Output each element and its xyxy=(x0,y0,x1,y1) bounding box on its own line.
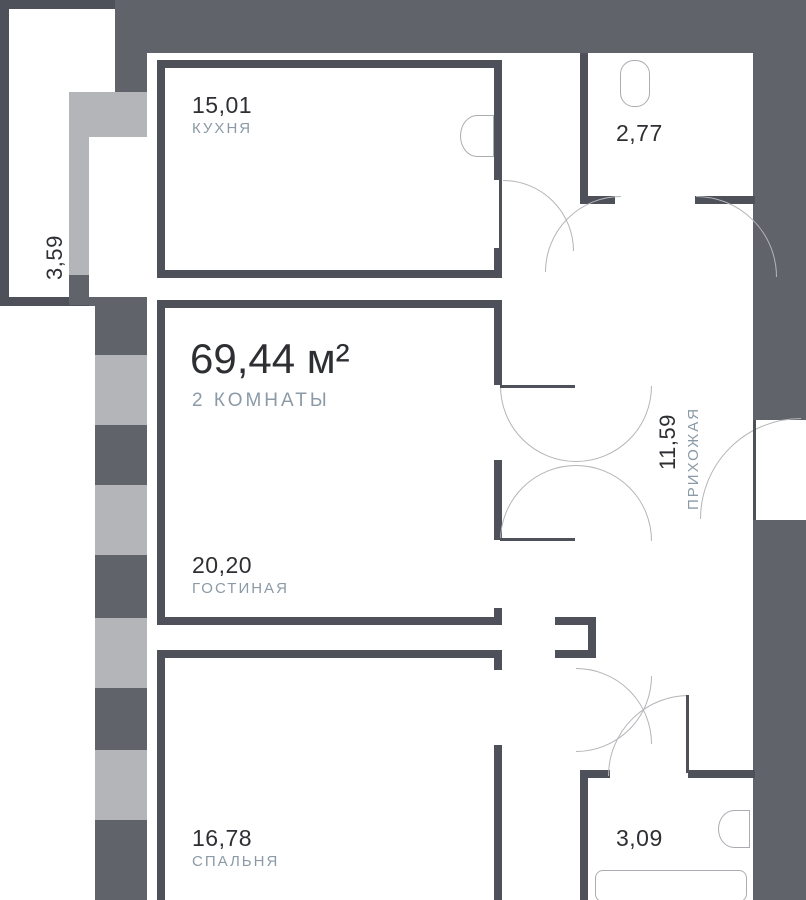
door-kitchen-leaf xyxy=(499,180,502,250)
bedroom-name: СПАЛЬНЯ xyxy=(192,853,279,870)
total-area: 69,44 м² xyxy=(190,335,350,383)
balcony-right-darkcap xyxy=(69,275,89,305)
window-left-2 xyxy=(95,485,147,555)
bath-left xyxy=(580,770,588,900)
bedroom-top xyxy=(157,650,502,658)
bath-top-right xyxy=(688,770,755,778)
door-living-lower-arc xyxy=(500,465,652,617)
fixture-kitchen-sink xyxy=(460,115,494,157)
wc-left xyxy=(580,53,588,203)
living-bottom xyxy=(157,617,502,625)
kitchen-bottom xyxy=(157,270,502,278)
kitchen-right-upper xyxy=(494,60,502,180)
kitchen-left xyxy=(157,60,165,278)
door-entrance-leaf xyxy=(753,420,756,520)
fixture-wc-toilet xyxy=(620,60,650,107)
balcony-connector xyxy=(89,297,147,306)
topleft-light xyxy=(89,92,147,137)
bedroom-area: 16,78 xyxy=(192,825,252,852)
bath-area: 3,09 xyxy=(616,825,663,852)
fixture-bathtub xyxy=(595,870,747,900)
living-top xyxy=(157,300,502,308)
window-left-3 xyxy=(95,618,147,688)
total-subtitle: 2 КОМНАТЫ xyxy=(192,390,330,412)
fixture-bath-sink xyxy=(718,810,750,848)
living-right-upper xyxy=(494,300,502,385)
balcony-right-light xyxy=(69,92,89,300)
balcony-left xyxy=(0,0,9,305)
balcony-top xyxy=(0,0,115,9)
living-right-lower xyxy=(494,608,502,625)
door-bath-leaf xyxy=(686,695,689,773)
wall-right-upper xyxy=(753,0,806,420)
wall-top xyxy=(115,0,806,53)
window-left-1 xyxy=(95,355,147,425)
hallway-area: 11,59 xyxy=(655,414,681,470)
living-left xyxy=(157,300,165,625)
bedroom-right-upper xyxy=(494,650,502,670)
topleft-dark-below xyxy=(115,53,147,92)
door-living-lower-leaf xyxy=(500,538,575,541)
bedroom-left xyxy=(157,650,165,900)
living-area: 20,20 xyxy=(192,552,252,579)
hall-stub-v xyxy=(588,617,596,658)
kitchen-top xyxy=(157,60,502,68)
window-left-4 xyxy=(95,750,147,820)
hallway-name: ПРИХОЖАЯ xyxy=(685,407,702,510)
kitchen-right-lower xyxy=(494,248,502,278)
door-living-upper-leaf xyxy=(500,385,575,388)
balcony-area: 3,59 xyxy=(42,235,68,280)
bedroom-right-lower xyxy=(494,745,502,900)
wc-area: 2,77 xyxy=(616,120,663,147)
kitchen-area: 15,01 xyxy=(192,92,252,119)
living-name: ГОСТИНАЯ xyxy=(192,580,289,597)
wall-right-lower xyxy=(753,520,806,900)
kitchen-name: КУХНЯ xyxy=(192,120,252,137)
door-wc-arc xyxy=(545,196,697,348)
floorplan-canvas: 15,01 КУХНЯ 2,77 3,59 69,44 м² 2 КОМНАТЫ… xyxy=(0,0,806,900)
